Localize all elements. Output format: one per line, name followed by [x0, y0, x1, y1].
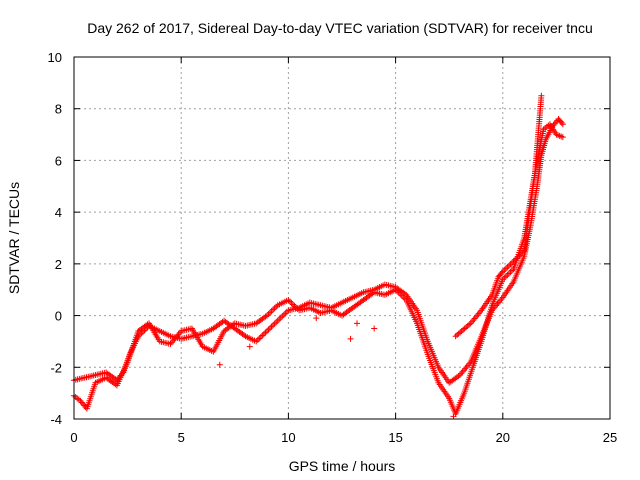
data-point	[347, 335, 354, 342]
data-point	[273, 319, 280, 326]
data-point	[505, 270, 512, 277]
data-point	[270, 306, 277, 313]
data-point	[254, 336, 261, 343]
data-point	[507, 261, 514, 268]
data-point	[559, 134, 566, 141]
data-point	[354, 320, 361, 327]
tick-labels: 0 5 10 15 20 25 -4 -2 0 2 4 6 8 10	[48, 50, 618, 445]
data-point	[280, 311, 287, 318]
y-tick-label: 6	[55, 153, 62, 168]
data-point	[286, 298, 293, 305]
data-point	[558, 119, 565, 126]
data-point	[267, 309, 274, 316]
chart-title: Day 262 of 2017, Sidereal Day-to-day VTE…	[87, 20, 593, 36]
data-point	[371, 325, 378, 332]
data-point	[246, 343, 253, 350]
y-tick-label: 4	[55, 205, 62, 220]
data-point	[559, 121, 566, 128]
data-point	[502, 265, 509, 272]
data-point	[270, 322, 277, 329]
data-point	[279, 313, 286, 320]
data-point	[268, 323, 275, 330]
data-point	[282, 310, 289, 317]
data-point	[216, 361, 223, 368]
data-point	[274, 317, 281, 324]
x-tick-label: 20	[496, 430, 510, 445]
y-tick-label: -2	[50, 360, 62, 375]
x-axis-label: GPS time / hours	[289, 458, 396, 474]
data-point	[268, 308, 275, 315]
x-tick-label: 15	[388, 430, 402, 445]
y-tick-label: 10	[48, 50, 62, 65]
y-axis-label: SDTVAR / TECUs	[6, 182, 22, 294]
data-point	[504, 271, 511, 278]
data-point	[277, 314, 284, 321]
x-tick-label: 10	[281, 430, 295, 445]
data-point	[313, 315, 320, 322]
y-tick-label: 0	[55, 309, 62, 324]
data-point	[498, 269, 505, 276]
data-point	[507, 268, 514, 275]
x-tick-label: 5	[178, 430, 185, 445]
data-point	[262, 329, 269, 336]
data-point	[538, 92, 545, 99]
data-point	[502, 273, 509, 280]
data-point	[259, 332, 266, 339]
data-point	[267, 325, 274, 332]
y-tick-label: -4	[50, 412, 62, 427]
y-tick-label: 2	[55, 257, 62, 272]
data-point	[260, 331, 267, 338]
data-point	[257, 333, 264, 340]
data-point	[265, 326, 272, 333]
data-point	[501, 267, 508, 274]
data-points	[71, 92, 566, 420]
data-point	[271, 305, 278, 312]
grid-lines	[74, 57, 610, 419]
axis-ticks	[73, 56, 611, 420]
plot-frame	[73, 56, 611, 420]
data-point	[271, 320, 278, 327]
x-tick-label: 0	[70, 430, 77, 445]
data-point	[276, 316, 283, 323]
data-point	[505, 262, 512, 269]
y-tick-label: 8	[55, 102, 62, 117]
x-tick-label: 25	[603, 430, 617, 445]
data-point	[263, 328, 270, 335]
data-point	[504, 264, 511, 271]
data-point	[450, 413, 457, 420]
